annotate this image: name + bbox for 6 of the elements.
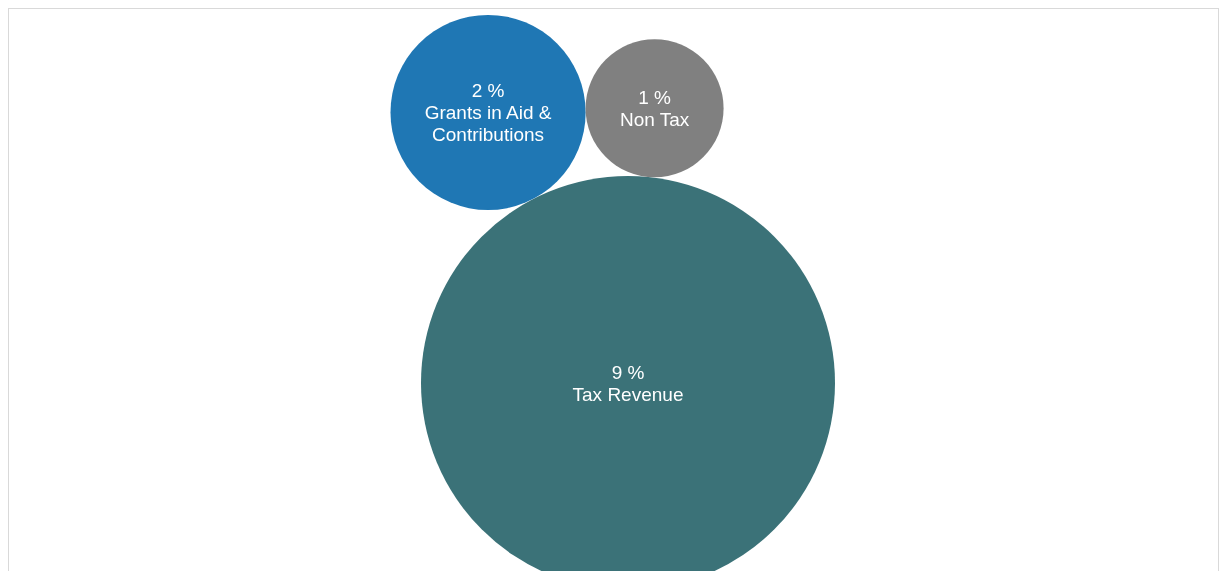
category-label: Non Tax: [619, 108, 690, 130]
category-label: Tax Revenue: [572, 383, 684, 405]
data-label: 2 %: [471, 80, 505, 102]
category-label: Grants in Aid & Contributions: [424, 102, 552, 145]
data-label: 1 %: [638, 87, 672, 109]
data-label: 9 %: [611, 361, 645, 383]
